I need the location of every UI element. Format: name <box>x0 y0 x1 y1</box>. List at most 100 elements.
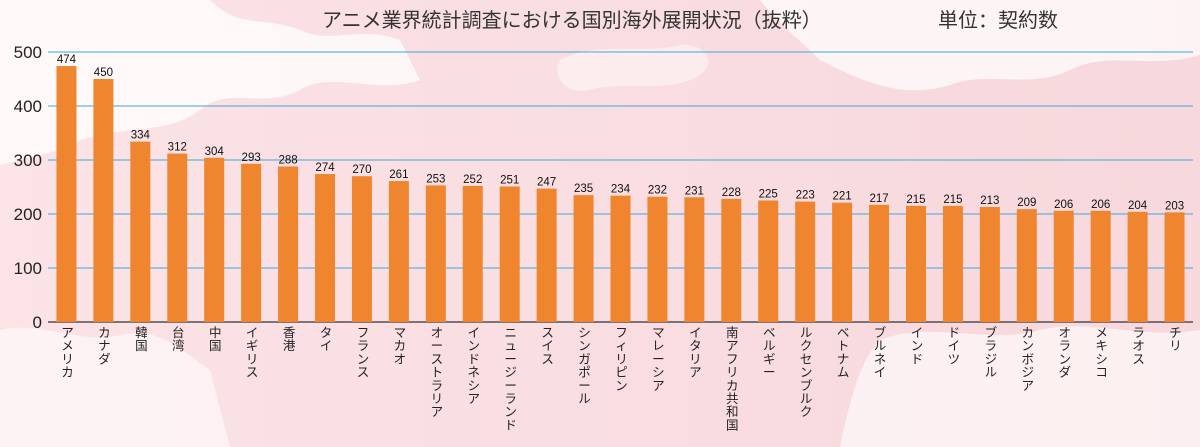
bar <box>647 196 668 322</box>
category-label: ニュージーランド <box>504 325 517 432</box>
category-label: カンボジア <box>1022 325 1035 393</box>
bar <box>795 201 816 322</box>
data-label: 213 <box>980 195 999 207</box>
data-label: 312 <box>168 142 187 154</box>
category-label: 中国 <box>209 325 222 353</box>
data-label: 204 <box>1128 200 1148 212</box>
data-label: 288 <box>278 154 297 166</box>
bar <box>758 200 779 322</box>
data-label: 232 <box>648 185 667 197</box>
value-labels: 474 450 334 312 304 293 288 274 270 261 253 252 251 2… <box>57 54 1184 212</box>
data-label: 261 <box>389 169 408 181</box>
y-tick-label: 500 <box>14 43 42 62</box>
data-label: 221 <box>833 191 852 203</box>
category-label: チリ <box>1169 325 1182 353</box>
bar <box>388 181 409 322</box>
bar <box>869 204 890 322</box>
bar <box>536 188 557 322</box>
category-label: カナダ <box>98 325 111 366</box>
category-label: オランダ <box>1058 325 1071 380</box>
data-label: 274 <box>315 162 335 174</box>
category-label: メキシコ <box>1095 325 1108 380</box>
bar <box>241 163 262 322</box>
bar <box>684 197 705 322</box>
category-label: 韓国 <box>135 325 148 353</box>
category-label: フランス <box>357 325 370 380</box>
bar <box>130 141 151 322</box>
data-label: 304 <box>205 146 225 158</box>
category-label: 香港 <box>283 325 296 353</box>
category-label: イタリア <box>689 325 702 380</box>
bar <box>93 79 114 322</box>
bar <box>610 195 631 322</box>
data-label: 215 <box>943 194 962 206</box>
bar <box>425 185 446 322</box>
category-label: イギリス <box>246 325 259 380</box>
data-label: 231 <box>685 185 704 197</box>
y-axis-ticks: 0 100 200 300 400 500 <box>14 43 42 332</box>
data-label: 235 <box>574 183 593 195</box>
data-label: 474 <box>57 54 77 66</box>
bar <box>1053 210 1074 322</box>
category-label: 台湾 <box>172 325 185 353</box>
category-label: スイス <box>541 325 554 366</box>
y-tick-label: 400 <box>14 97 42 116</box>
y-tick-label: 200 <box>14 205 42 224</box>
data-label: 450 <box>94 67 113 79</box>
bar <box>462 185 483 322</box>
category-label: マカオ <box>394 325 407 366</box>
category-label: シンガポール <box>578 325 591 406</box>
category-label: ドイツ <box>948 325 961 366</box>
bar <box>905 205 926 322</box>
category-label: フィリピン <box>615 325 628 393</box>
data-label: 228 <box>722 187 741 199</box>
category-label: ベルギー <box>763 325 776 380</box>
bar <box>1127 211 1148 322</box>
bar <box>351 176 372 322</box>
bar <box>1164 212 1185 322</box>
data-label: 234 <box>611 184 631 196</box>
data-label: 209 <box>1017 197 1036 209</box>
category-label: アメリカ <box>61 325 74 380</box>
category-label: タイ <box>320 325 333 353</box>
data-label: 225 <box>759 189 778 201</box>
category-label: オーストラリア <box>431 325 444 419</box>
data-label: 270 <box>352 164 371 176</box>
data-label: 215 <box>906 194 925 206</box>
category-label: インドネシア <box>468 325 481 406</box>
data-label: 252 <box>463 174 482 186</box>
category-label: ブラジル <box>985 325 998 380</box>
data-label: 293 <box>242 152 261 164</box>
y-tick-label: 300 <box>14 151 42 170</box>
data-label: 223 <box>796 190 815 202</box>
bar <box>278 166 299 322</box>
bar <box>979 206 1000 322</box>
bar <box>573 195 594 322</box>
bars <box>56 66 1185 322</box>
bar <box>942 205 963 322</box>
data-label: 251 <box>500 174 519 186</box>
data-label: 206 <box>1054 199 1073 211</box>
bar <box>721 198 742 322</box>
data-label: 334 <box>131 130 151 142</box>
category-label: ベトナム <box>837 325 850 380</box>
category-label: インド <box>911 325 924 366</box>
bar <box>167 153 188 322</box>
bar <box>315 174 336 322</box>
category-label: ブルネイ <box>874 325 887 380</box>
bar <box>499 186 520 322</box>
data-label: 206 <box>1091 199 1110 211</box>
data-label: 217 <box>869 193 888 205</box>
y-tick-label: 100 <box>14 259 42 278</box>
unit-label: 単位：契約数 <box>938 8 1058 32</box>
category-label: ラオス <box>1132 325 1145 366</box>
bar <box>1090 210 1111 322</box>
y-tick-label: 0 <box>33 313 42 332</box>
bar <box>56 66 77 322</box>
chart-title: アニメ業界統計調査における国別海外展開状況（抜粋） <box>322 8 822 32</box>
bar <box>1016 209 1037 322</box>
bar <box>204 157 225 322</box>
